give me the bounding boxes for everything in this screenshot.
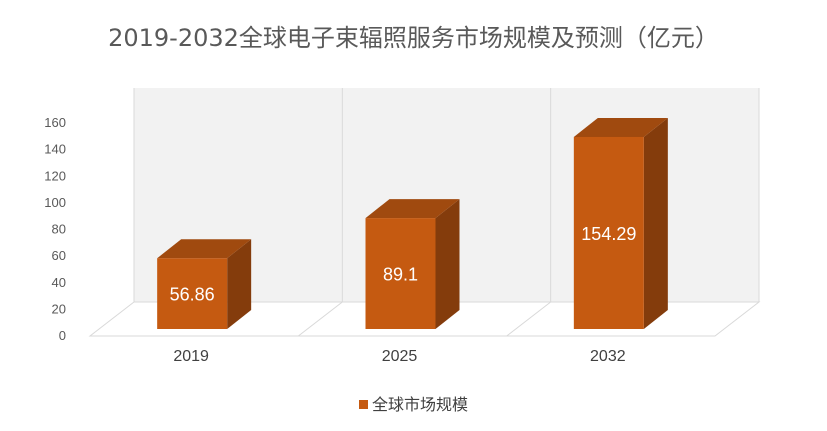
bar-2032: 154.29 xyxy=(573,117,668,329)
bar-side xyxy=(643,117,668,329)
y-tick-label: 20 xyxy=(52,301,66,316)
bar-2025: 89.1 xyxy=(365,199,460,329)
y-tick-label: 160 xyxy=(44,115,66,130)
bars: 56.86 89.1 154.29 xyxy=(157,117,668,329)
bar-side xyxy=(227,239,252,329)
data-label: 154.29 xyxy=(581,224,636,244)
chart-title: 2019-2032全球电子束辐照服务市场规模及预测（亿元） xyxy=(108,24,719,52)
legend-swatch xyxy=(358,400,368,409)
data-label: 56.86 xyxy=(170,285,215,305)
y-tick-label: 100 xyxy=(44,195,66,210)
legend-label: 全球市场规模 xyxy=(371,395,468,414)
bar-front xyxy=(573,136,644,329)
x-tick-label: 2032 xyxy=(590,348,626,365)
bar-front xyxy=(365,218,436,329)
bar-top xyxy=(157,239,252,259)
y-tick-label: 40 xyxy=(52,275,66,290)
floor-separator xyxy=(298,301,343,337)
bar-2019: 56.86 xyxy=(157,239,252,329)
y-axis: 0 20 40 60 80 100 120 140 160 xyxy=(44,115,66,343)
y-tick-label: 80 xyxy=(52,222,66,237)
data-label: 89.1 xyxy=(383,265,418,285)
floor-separator xyxy=(506,301,551,337)
y-tick-label: 60 xyxy=(52,248,66,263)
bar-front xyxy=(157,258,228,329)
y-tick-label: 120 xyxy=(44,168,66,183)
x-tick-label: 2025 xyxy=(382,348,418,365)
legend: 全球市场规模 xyxy=(0,391,827,415)
x-axis: 2019 2025 2032 xyxy=(173,348,625,365)
bar-top xyxy=(573,117,668,137)
bar-top xyxy=(365,199,460,219)
y-tick-label: 0 xyxy=(59,328,66,343)
bar-side xyxy=(435,199,460,329)
x-tick-label: 2019 xyxy=(173,348,209,365)
y-tick-label: 140 xyxy=(44,142,66,157)
